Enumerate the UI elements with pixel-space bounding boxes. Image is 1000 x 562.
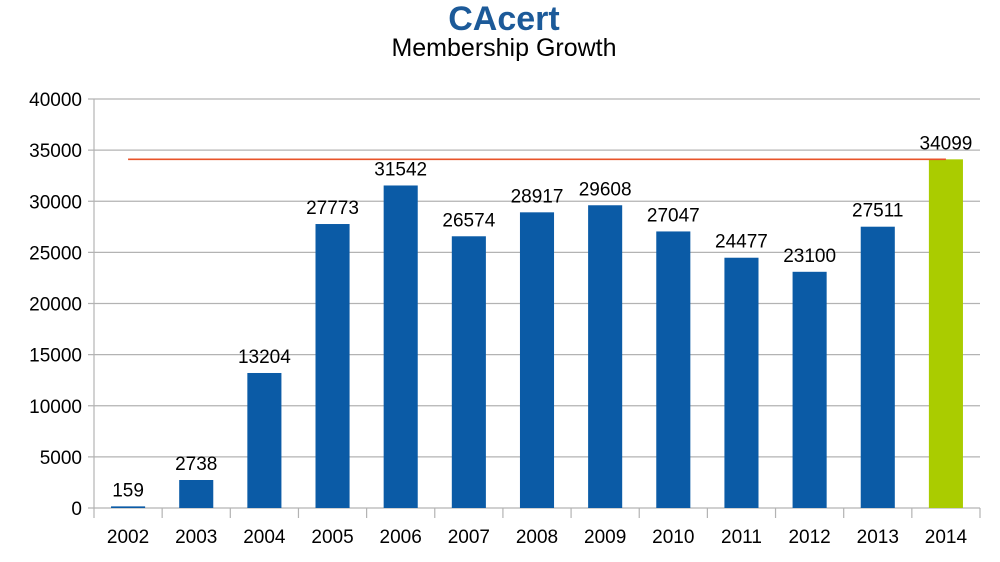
bar-2013 <box>860 226 895 509</box>
y-axis-ticks: 0 5000 10000 15000 20000 25000 30000 35000 40000 <box>29 90 82 520</box>
bar-2006 <box>383 185 418 509</box>
bar-2010 <box>656 231 691 508</box>
y-tick-label-5000: 5000 <box>40 448 82 469</box>
x-tick-label-2008: 2008 <box>516 527 558 548</box>
data-label-2005: 27773 <box>306 198 359 219</box>
x-tick-label-2013: 2013 <box>857 527 899 548</box>
data-label-2014: 34099 <box>920 133 973 154</box>
x-tick-label-2011: 2011 <box>721 527 762 548</box>
bar-2007 <box>451 236 486 508</box>
bar-2008 <box>519 212 555 508</box>
data-label-2004: 13204 <box>238 347 291 368</box>
x-tick-label-2010: 2010 <box>652 527 694 548</box>
x-tick-label-2007: 2007 <box>448 527 490 548</box>
data-label-2011: 24477 <box>715 232 768 253</box>
x-tick-label-2014: 2014 <box>925 527 968 548</box>
bars <box>111 159 963 509</box>
bar-2014 <box>928 159 963 509</box>
bar-2003 <box>179 480 214 508</box>
data-label-2002: 159 <box>112 480 144 501</box>
y-tick-label-20000: 20000 <box>29 295 82 316</box>
data-label-2006: 31542 <box>374 159 427 180</box>
y-tick-label-35000: 35000 <box>29 141 82 162</box>
bar-2005 <box>315 224 350 509</box>
data-label-2013: 27511 <box>852 201 903 222</box>
y-tick-label-0: 0 <box>71 499 82 520</box>
logo: CAcert <box>448 0 559 38</box>
x-tick-label-2003: 2003 <box>175 527 217 548</box>
chart-title: Membership Growth <box>391 34 616 62</box>
y-tick-label-15000: 15000 <box>29 346 82 367</box>
x-tick-label-2002: 2002 <box>107 527 149 548</box>
bar-2012 <box>792 271 827 508</box>
bar-2004 <box>247 372 282 508</box>
data-label-2008: 28917 <box>511 186 564 207</box>
bar-2009 <box>588 205 623 509</box>
y-tick-label-30000: 30000 <box>29 192 82 213</box>
x-tick-label-2004: 2004 <box>243 527 286 548</box>
data-label-2010: 27047 <box>647 205 700 226</box>
bar-2002 <box>111 506 146 508</box>
data-label-2009: 29608 <box>579 179 632 200</box>
x-tick-label-2009: 2009 <box>584 527 626 548</box>
data-label-2007: 26574 <box>442 210 495 231</box>
data-label-2012: 23100 <box>783 246 836 267</box>
data-labels: 159 2738 13204 27773 31542 26574 28917 29608 270… <box>112 133 972 501</box>
data-label-2003: 2738 <box>175 454 217 475</box>
bar-2011 <box>724 257 759 508</box>
logo-text: CAcert <box>448 0 559 38</box>
x-tick-label-2005: 2005 <box>311 527 353 548</box>
x-tick-label-2012: 2012 <box>788 527 830 548</box>
y-tick-label-25000: 25000 <box>29 243 82 264</box>
y-tick-label-40000: 40000 <box>29 90 82 111</box>
y-tick-label-10000: 10000 <box>29 397 82 418</box>
x-axis-ticks: 2002 2003 2004 2005 2006 2007 2008 2009 2010 2011… <box>107 527 968 548</box>
x-tick-label-2006: 2006 <box>380 527 422 548</box>
